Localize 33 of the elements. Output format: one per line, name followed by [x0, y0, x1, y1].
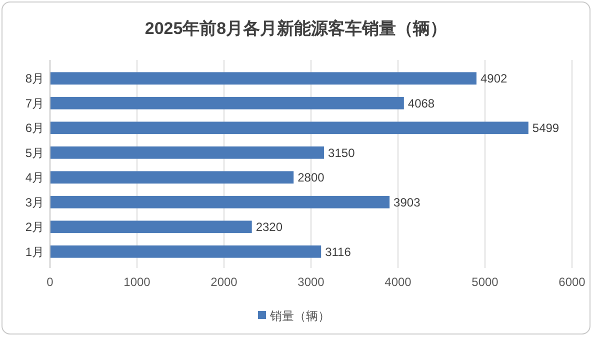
- legend-label: 销量（辆）: [269, 309, 330, 324]
- chart-title: 2025年前8月各月新能源客车销量（辆）: [144, 19, 448, 38]
- y-tick-label: 1月: [25, 244, 44, 259]
- bar: [50, 245, 322, 258]
- y-tick-label: 7月: [25, 96, 44, 110]
- y-tick-label: 4月: [25, 170, 44, 185]
- bar: [50, 171, 294, 184]
- y-tick-label: 2月: [25, 220, 44, 234]
- y-tick-label: 6月: [25, 121, 44, 136]
- bar: [50, 146, 324, 159]
- bar: [50, 96, 404, 110]
- data-label: 5499: [532, 121, 560, 136]
- x-tick-label: 0: [46, 275, 54, 289]
- data-label: 4068: [408, 96, 435, 110]
- bar: [50, 72, 476, 85]
- bar: [50, 220, 252, 234]
- data-label: 2800: [298, 170, 325, 185]
- y-tick-label: 5月: [25, 146, 44, 160]
- data-label: 4902: [480, 72, 508, 86]
- data-label: 3116: [325, 244, 352, 259]
- bar: [50, 196, 390, 208]
- data-label: 3150: [328, 146, 356, 160]
- data-label: 3903: [394, 195, 421, 210]
- x-tick-label: 5000: [472, 275, 499, 289]
- y-tick-label: 3月: [25, 195, 44, 210]
- bar: [50, 122, 528, 134]
- x-tick-label: 1000: [124, 275, 151, 289]
- x-tick-label: 3000: [298, 275, 325, 289]
- data-label: 2320: [256, 220, 283, 234]
- x-tick-label: 6000: [558, 275, 586, 289]
- x-tick-label: 2000: [210, 275, 238, 289]
- x-tick-label: 4000: [384, 275, 412, 289]
- y-tick-label: 8月: [25, 72, 44, 86]
